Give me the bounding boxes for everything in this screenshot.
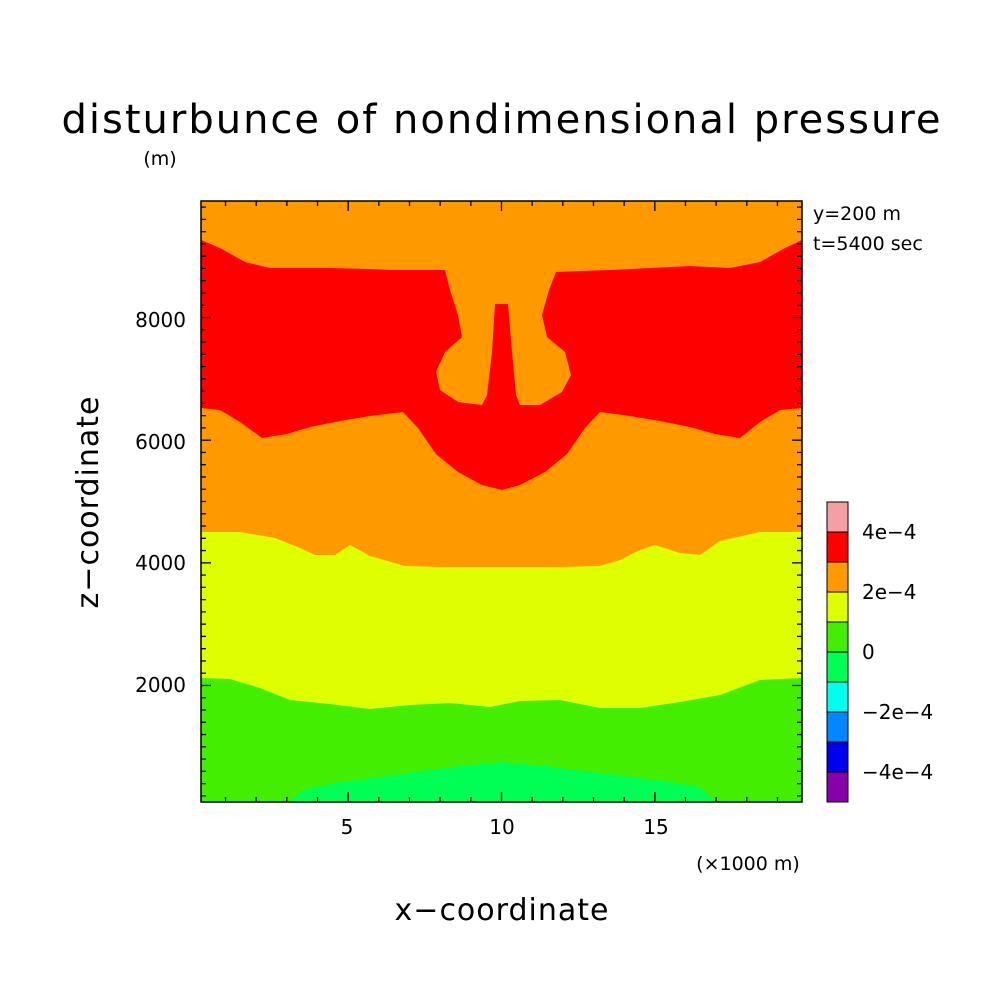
y-tick-label: 6000 [135, 430, 186, 454]
x-tick-label: 10 [489, 815, 514, 839]
colorbar-tick-label: −2e−4 [862, 700, 933, 724]
y-tick-label: 4000 [135, 551, 186, 575]
colorbar-swatch [826, 741, 849, 773]
x-tick-label: 5 [341, 815, 354, 839]
colorbar: 4e−4 2e−4 0 −2e−4 −4e−4 [826, 501, 933, 803]
x-unit-label: (×1000 m) [696, 853, 800, 875]
colorbar-tick-label: 0 [862, 640, 875, 664]
y-unit-label: (m) [143, 148, 176, 170]
colorbar-swatch [826, 681, 849, 713]
colorbar-tick-label: 2e−4 [862, 580, 917, 604]
axis-ticks [201, 201, 802, 802]
colorbar-tick-label: 4e−4 [862, 520, 917, 544]
contour-region-red [201, 240, 802, 490]
colorbar-swatch [826, 621, 849, 653]
colorbar-swatch [826, 651, 849, 683]
plot-area [200, 200, 803, 803]
colorbar-swatch [826, 531, 849, 563]
y-tick-label: 8000 [135, 308, 186, 332]
contour-region-lightgreen [288, 762, 715, 802]
colorbar-tick-label: −4e−4 [862, 760, 933, 784]
colorbar-swatch [826, 771, 849, 803]
colorbar-swatch [826, 501, 849, 533]
x-tick-label: 15 [643, 815, 668, 839]
x-axis-label: x−coordinate [395, 893, 610, 928]
chart-title: disturbunce of nondimensional pressure [62, 97, 943, 143]
y-axis-label: z−coordinate [71, 396, 106, 609]
y-tick-label: 2000 [135, 673, 186, 697]
colorbar-swatch [826, 591, 849, 623]
annotation-t: t=5400 sec [813, 233, 923, 255]
contour-region-green [201, 678, 802, 802]
colorbar-swatch [826, 561, 849, 593]
colorbar-swatch [826, 711, 849, 743]
annotation-y: y=200 m [813, 203, 901, 225]
